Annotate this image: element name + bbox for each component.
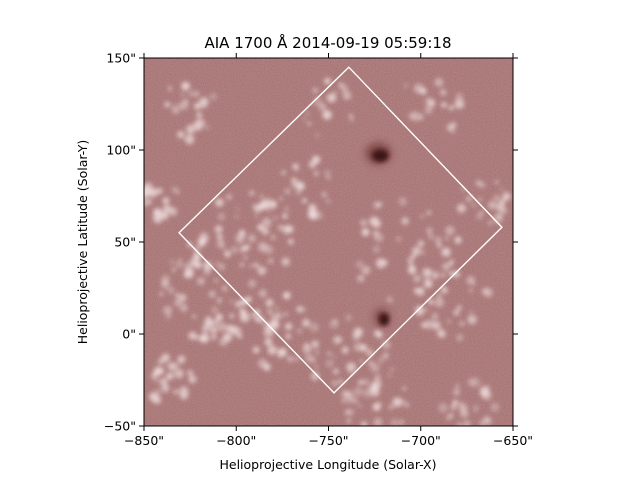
x-tick-label: −850" [124,433,164,448]
x-axis-ticks: −850" −800" −750" −700" −650" [124,53,533,448]
solar-image [144,58,513,446]
y-tick-label: 100" [106,143,136,158]
plage-speck [370,441,375,446]
y-tick-label: 150" [106,51,136,66]
plage-speck [369,435,378,444]
x-axis-label: Helioprojective Longitude (Solar-X) [219,457,436,472]
figure-title: AIA 1700 Å 2014-09-19 05:59:18 [205,33,452,52]
x-tick-label: −750" [308,433,348,448]
x-tick-label: −800" [216,433,256,448]
image-grain [144,58,513,426]
y-axis-ticks: −50" 0" 50" 100" 150" [104,51,518,434]
sunspot-umbra [379,313,390,326]
sunspots [365,142,392,327]
x-tick-label: −650" [493,433,533,448]
y-tick-label: 50" [114,235,136,250]
y-tick-label: 0" [122,327,136,342]
plage-speck [376,435,383,442]
sunspot-umbra [372,149,389,162]
y-axis-label: Helioprojective Latitude (Solar-Y) [75,140,90,345]
x-tick-label: −700" [401,433,441,448]
y-tick-label: −50" [104,419,136,434]
overlay-rotated-box [178,66,503,394]
